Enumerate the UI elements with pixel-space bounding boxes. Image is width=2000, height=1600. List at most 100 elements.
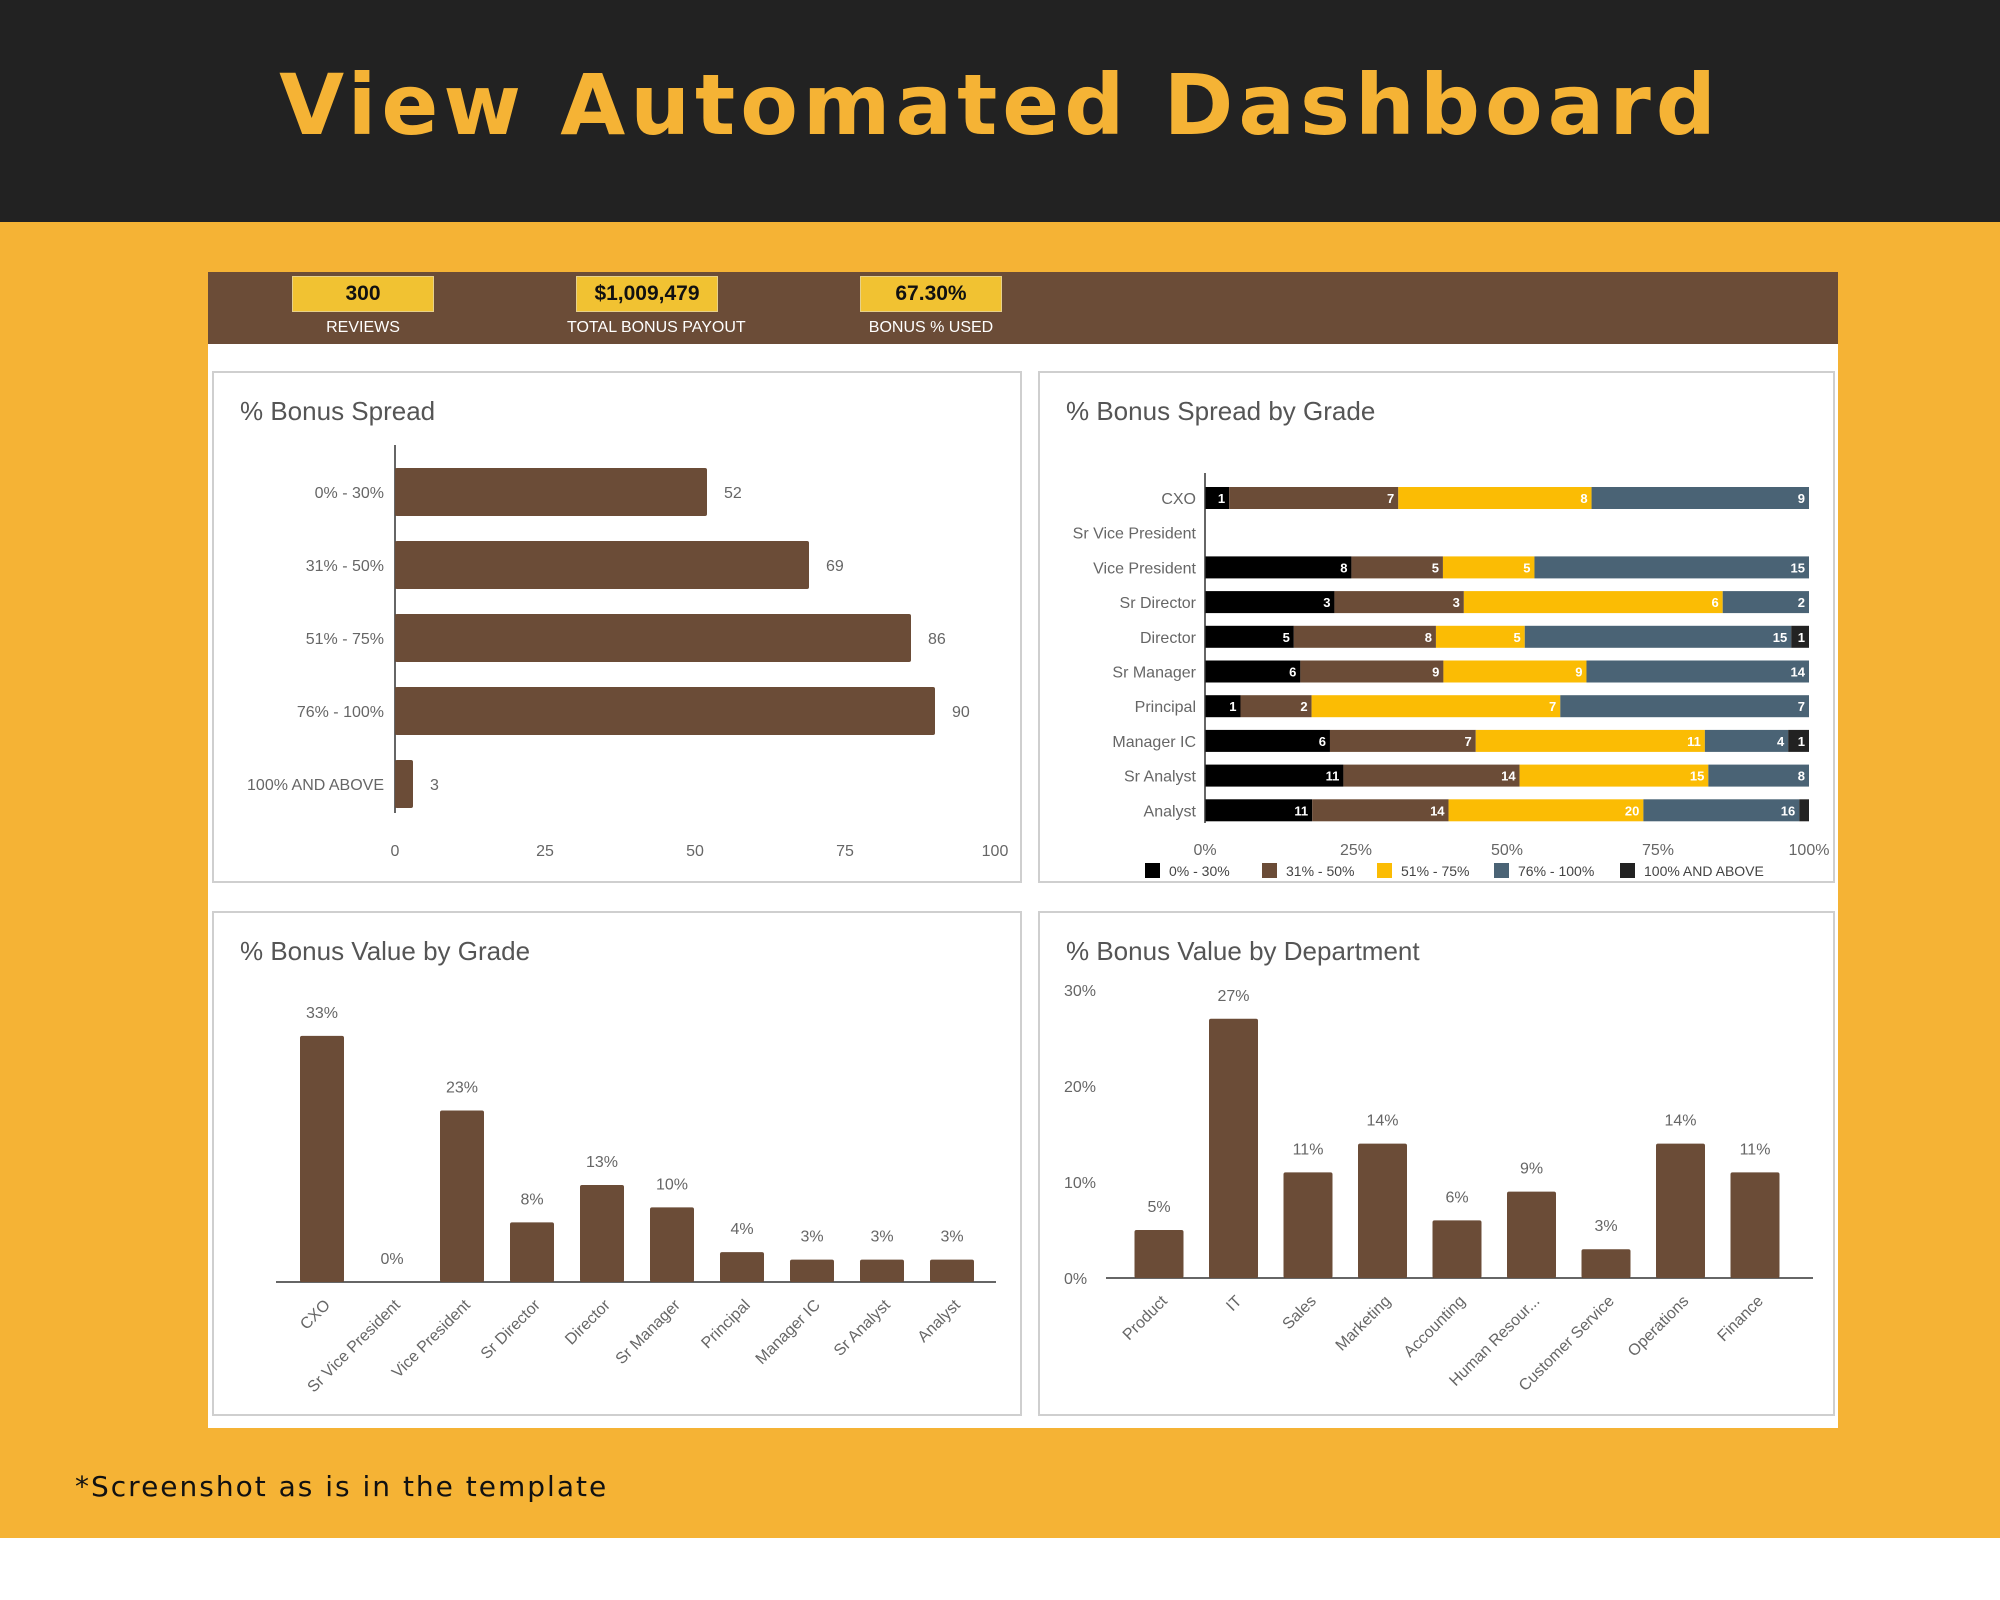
category-label: 51% - 75% xyxy=(306,631,384,648)
bar xyxy=(1432,1220,1482,1278)
y-tick-label: 30% xyxy=(1064,983,1096,1000)
stacked-segment xyxy=(1448,799,1644,822)
legend-label: 31% - 50% xyxy=(1286,863,1354,879)
chart-title: % Bonus Value by Department xyxy=(1066,936,1420,966)
legend-label: 100% AND ABOVE xyxy=(1644,863,1764,879)
segment-label: 15 xyxy=(1690,769,1704,784)
segment-label: 2 xyxy=(1798,595,1805,610)
chart-title: % Bonus Spread xyxy=(240,396,435,426)
panel-bonus-spread-by-grade: % Bonus Spread by Grade CXO 1 7 8 9 Sr Vice Pr… xyxy=(1038,371,1835,883)
bar xyxy=(1283,1172,1333,1278)
x-tick-label: 50 xyxy=(686,843,704,860)
segment-label: 20 xyxy=(1625,803,1639,818)
data-label: 14% xyxy=(1366,1113,1398,1130)
stacked-segment xyxy=(1329,729,1476,752)
category-label: 31% - 50% xyxy=(306,558,384,575)
category-label: Analyst xyxy=(915,1296,965,1346)
segment-label: 4 xyxy=(1777,734,1785,749)
segment-label: 7 xyxy=(1549,699,1556,714)
segment-label: 1 xyxy=(1229,699,1236,714)
stacked-segment xyxy=(1334,591,1464,614)
legend-label: 0% - 30% xyxy=(1169,863,1230,879)
stacked-segment xyxy=(1229,487,1399,509)
bar xyxy=(930,1259,974,1282)
data-label: 3% xyxy=(800,1229,823,1246)
bonus-spread-chart: % Bonus Spread 0% - 30% 52 31% - 50% 69 51% -… xyxy=(240,396,1009,860)
stacked-segment xyxy=(1463,591,1723,614)
legend-swatch xyxy=(1262,863,1277,878)
stacked-segment xyxy=(1205,695,1241,718)
category-label: Sr Analyst xyxy=(1124,769,1197,786)
segment-label: 14 xyxy=(1501,769,1516,784)
category-label: IT xyxy=(1223,1293,1245,1315)
category-label: Manager IC xyxy=(1112,734,1196,751)
data-label: 0% xyxy=(380,1251,403,1268)
stacked-segment xyxy=(1240,695,1312,718)
bar xyxy=(790,1259,834,1282)
segment-label: 3 xyxy=(1453,595,1460,610)
segment-label: 16 xyxy=(1781,803,1795,818)
data-label: 52 xyxy=(724,485,742,502)
segment-label: 1 xyxy=(1218,491,1225,506)
category-label: Sr Vice President xyxy=(1073,526,1197,543)
category-label: CXO xyxy=(1161,491,1196,508)
chart-title: % Bonus Spread by Grade xyxy=(1066,396,1375,426)
segment-label: 1 xyxy=(1798,630,1805,645)
category-label: Director xyxy=(1140,630,1197,647)
stacked-segment xyxy=(1205,799,1313,822)
x-tick-label: 75 xyxy=(836,843,854,860)
category-label: Sr Analyst xyxy=(831,1296,894,1359)
stacked-segment xyxy=(1205,591,1335,614)
stacked-segment xyxy=(1205,764,1344,787)
stacked-segment xyxy=(1293,625,1436,648)
kpi-bonus-used: 67.30% BONUS % USED xyxy=(851,276,1011,337)
segment-label: 7 xyxy=(1465,734,1472,749)
segment-label: 5 xyxy=(1514,630,1521,645)
category-label: 76% - 100% xyxy=(297,704,384,721)
legend-swatch xyxy=(1145,863,1160,878)
panel-bonus-value-by-grade: % Bonus Value by Grade 33% CXO 0% Sr Vice Pr… xyxy=(212,911,1022,1416)
stacked-segment xyxy=(1398,487,1592,509)
kpi-label: TOTAL BONUS PAYOUT xyxy=(567,319,746,336)
x-tick-label: 100 xyxy=(982,843,1009,860)
bar xyxy=(300,1035,344,1282)
category-label: CXO xyxy=(297,1297,334,1334)
dashboard-screenshot: 300 REVIEWS $1,009,479 TOTAL BONUS PAYOU… xyxy=(208,272,1838,1428)
category-label: Director xyxy=(562,1296,614,1348)
bar xyxy=(395,541,809,589)
x-tick-label: 25% xyxy=(1340,842,1372,859)
segment-label: 5 xyxy=(1432,560,1439,575)
bar xyxy=(395,760,413,808)
stacked-segment xyxy=(1443,660,1587,683)
bar xyxy=(395,614,911,662)
data-label: 14% xyxy=(1664,1113,1696,1130)
data-label: 86 xyxy=(928,631,946,648)
legend-swatch xyxy=(1377,863,1392,878)
header-bar: View Automated Dashboard xyxy=(0,0,2000,222)
page-title: View Automated Dashboard xyxy=(279,56,1721,154)
x-tick-label: 75% xyxy=(1642,842,1674,859)
data-label: 11% xyxy=(1740,1141,1771,1158)
data-label: 3% xyxy=(870,1229,893,1246)
bar xyxy=(1209,1018,1258,1278)
segment-label: 9 xyxy=(1575,665,1582,680)
segment-label: 8 xyxy=(1798,769,1805,784)
stacked-segment xyxy=(1205,729,1330,752)
segment-label: 11 xyxy=(1294,803,1308,818)
bar xyxy=(650,1207,694,1282)
category-label: Principal xyxy=(698,1297,753,1352)
category-label: Sr Director xyxy=(1120,595,1197,612)
legend-label: 51% - 75% xyxy=(1401,863,1469,879)
segment-label: 9 xyxy=(1798,491,1805,506)
segment-label: 8 xyxy=(1425,630,1432,645)
data-label: 11% xyxy=(1293,1141,1324,1158)
stacked-segment xyxy=(1351,556,1443,579)
data-label: 3 xyxy=(430,777,439,794)
stacked-segment xyxy=(1704,729,1789,752)
y-tick-label: 10% xyxy=(1064,1175,1096,1192)
segment-label: 3 xyxy=(1323,595,1330,610)
stacked-segment xyxy=(1205,660,1301,683)
stacked-segment xyxy=(1799,799,1809,822)
x-tick-label: 50% xyxy=(1491,842,1523,859)
segment-label: 9 xyxy=(1432,665,1439,680)
